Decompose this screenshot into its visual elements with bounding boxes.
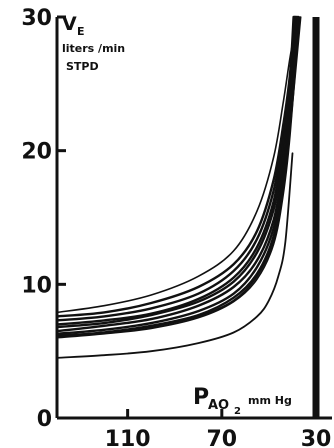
- ticks: [57, 15, 318, 420]
- y-axis-label-sub: E: [77, 25, 85, 38]
- y-tick-label: 20: [21, 140, 52, 165]
- y-axis-unit-line2: STPD: [66, 60, 99, 73]
- series-line-2: [55, 15, 295, 318]
- x-tick-label: 70: [207, 427, 238, 448]
- series-line-10: [56, 16, 302, 336]
- y-tick-label: 10: [21, 273, 52, 298]
- y-axis-unit-line1: liters /min: [62, 42, 125, 55]
- x-tick-label: 110: [105, 427, 151, 448]
- curves: [55, 15, 302, 359]
- x-tick-label: 30: [301, 427, 332, 448]
- x-axis-label-main: P: [193, 385, 209, 410]
- series-line-11: [56, 152, 294, 359]
- series-line-4: [55, 15, 298, 326]
- y-axis-label-main: V: [62, 13, 77, 35]
- x-axis-label-sub: AO: [208, 398, 229, 413]
- x-axis-unit: mm Hg: [248, 394, 292, 407]
- y-tick-label: 0: [37, 407, 52, 432]
- series-line-1: [56, 16, 298, 314]
- y-tick-label: 30: [21, 6, 52, 31]
- tick-labels: 0 10 20 30 110 70 30: [21, 6, 331, 448]
- x-axis-label-subsub: 2: [234, 406, 241, 417]
